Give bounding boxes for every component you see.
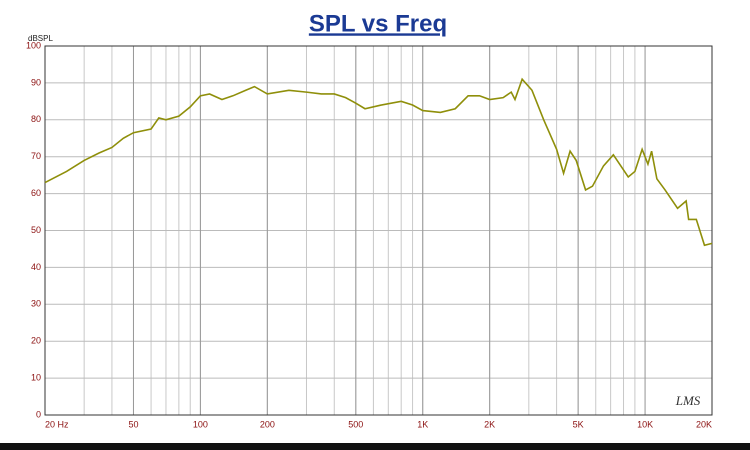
y-tick-label: 0 bbox=[36, 409, 41, 419]
x-tick-label: 50 bbox=[128, 419, 138, 429]
y-tick-label: 100 bbox=[26, 40, 41, 50]
x-tick-label: 10K bbox=[637, 419, 653, 429]
y-tick-label: 70 bbox=[31, 151, 41, 161]
bottom-bar bbox=[0, 443, 750, 450]
spl-line bbox=[44, 77, 713, 247]
plot-frame bbox=[44, 45, 713, 416]
x-tick-label: 1K bbox=[417, 419, 428, 429]
x-tick-label: 20 Hz bbox=[45, 419, 69, 429]
x-tick-label: 100 bbox=[193, 419, 208, 429]
chart-title: SPL vs Freq bbox=[309, 10, 447, 37]
y-tick-label: 80 bbox=[31, 114, 41, 124]
x-tick-label: 5K bbox=[573, 419, 584, 429]
y-tick-label: 40 bbox=[31, 262, 41, 272]
x-tick-label: 20K bbox=[696, 419, 712, 429]
x-tick-label: 200 bbox=[260, 419, 275, 429]
y-tick-label: 60 bbox=[31, 188, 41, 198]
y-axis-label: dBSPL bbox=[28, 34, 53, 43]
y-tick-label: 20 bbox=[31, 336, 41, 346]
annotation: LMS bbox=[675, 393, 701, 408]
x-tick-label: 500 bbox=[348, 419, 363, 429]
y-tick-label: 30 bbox=[31, 299, 41, 309]
y-tick-label: 10 bbox=[31, 372, 41, 382]
y-tick-label: 90 bbox=[31, 77, 41, 87]
x-tick-label: 2K bbox=[484, 419, 495, 429]
y-tick-label: 50 bbox=[31, 225, 41, 235]
